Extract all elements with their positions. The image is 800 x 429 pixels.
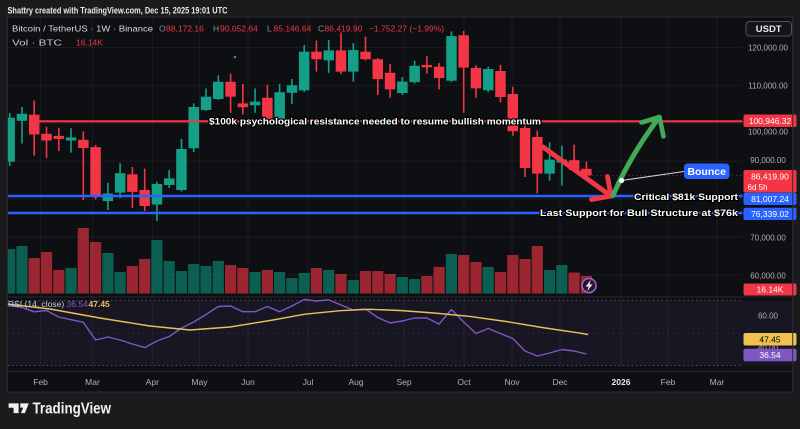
svg-text:Feb: Feb — [33, 377, 48, 387]
svg-text:C: C — [318, 23, 324, 33]
svg-text:90,052.64: 90,052.64 — [220, 23, 258, 33]
svg-text:36.54: 36.54 — [67, 299, 89, 309]
svg-text:47.45: 47.45 — [759, 334, 781, 344]
svg-text:47.45: 47.45 — [89, 299, 111, 309]
svg-text:USDT: USDT — [756, 24, 782, 35]
svg-text:Bitcoin / TetherUS · 1W · Bina: Bitcoin / TetherUS · 1W · Binance — [12, 23, 153, 33]
svg-text:100,000.00: 100,000.00 — [748, 127, 789, 136]
svg-text:Aug: Aug — [348, 377, 363, 387]
svg-text:40.00: 40.00 — [758, 343, 779, 352]
svg-text:70,000.00: 70,000.00 — [750, 233, 786, 242]
svg-text:L: L — [267, 23, 272, 33]
svg-text:$100k psychological resistance: $100k psychological resistance needed to… — [209, 117, 541, 128]
svg-text:Bounce: Bounce — [687, 166, 726, 178]
svg-text:86,419.90: 86,419.90 — [751, 172, 789, 182]
svg-text:110,000.00: 110,000.00 — [748, 81, 788, 90]
svg-text:88,172.16: 88,172.16 — [166, 23, 204, 33]
svg-text:May: May — [191, 377, 208, 387]
svg-text:TradingView: TradingView — [33, 400, 112, 417]
svg-text:Last Support for Bull Structur: Last Support for Bull Structure at $76k — [540, 208, 739, 219]
svg-text:16.14K: 16.14K — [757, 285, 784, 295]
svg-text:120,000.00: 120,000.00 — [748, 43, 789, 52]
svg-text:Mar: Mar — [710, 377, 725, 387]
svg-text:85,146.64: 85,146.64 — [274, 23, 312, 33]
svg-text:Jul: Jul — [303, 377, 314, 387]
svg-text:Mar: Mar — [85, 377, 100, 387]
svg-text:O: O — [159, 23, 166, 33]
svg-text:90,000.00: 90,000.00 — [750, 156, 786, 165]
svg-text:100,946.32: 100,946.32 — [749, 116, 792, 126]
svg-text:2026: 2026 — [612, 377, 631, 387]
svg-text:Apr: Apr — [146, 377, 159, 387]
svg-text:H: H — [213, 23, 219, 33]
svg-text:36.54: 36.54 — [759, 350, 781, 360]
svg-text:60.00: 60.00 — [758, 311, 779, 320]
svg-text:−1,752.27 (−1.99%): −1,752.27 (−1.99%) — [369, 23, 444, 33]
svg-text:Shattry created with TradingVi: Shattry created with TradingView.com, De… — [8, 6, 228, 17]
svg-text:Vol · BTC: Vol · BTC — [12, 37, 62, 47]
svg-text:Jun: Jun — [241, 377, 255, 387]
svg-text:86,419.90: 86,419.90 — [325, 23, 363, 33]
svg-text:Critical $81k Support: Critical $81k Support — [634, 192, 739, 203]
svg-text:76,339.02: 76,339.02 — [751, 209, 789, 219]
svg-text:81,007.24: 81,007.24 — [751, 194, 789, 204]
svg-text:Feb: Feb — [661, 377, 676, 387]
svg-text:Nov: Nov — [504, 377, 520, 387]
svg-text:16.14K: 16.14K — [76, 37, 103, 47]
svg-text:6d 5h: 6d 5h — [748, 183, 768, 192]
svg-text:Sep: Sep — [396, 377, 411, 387]
svg-text:60,000.00: 60,000.00 — [750, 271, 786, 280]
svg-text:RSI (14, close): RSI (14, close) — [8, 299, 64, 309]
svg-text:Dec: Dec — [552, 377, 568, 387]
svg-text:Oct: Oct — [457, 377, 471, 387]
